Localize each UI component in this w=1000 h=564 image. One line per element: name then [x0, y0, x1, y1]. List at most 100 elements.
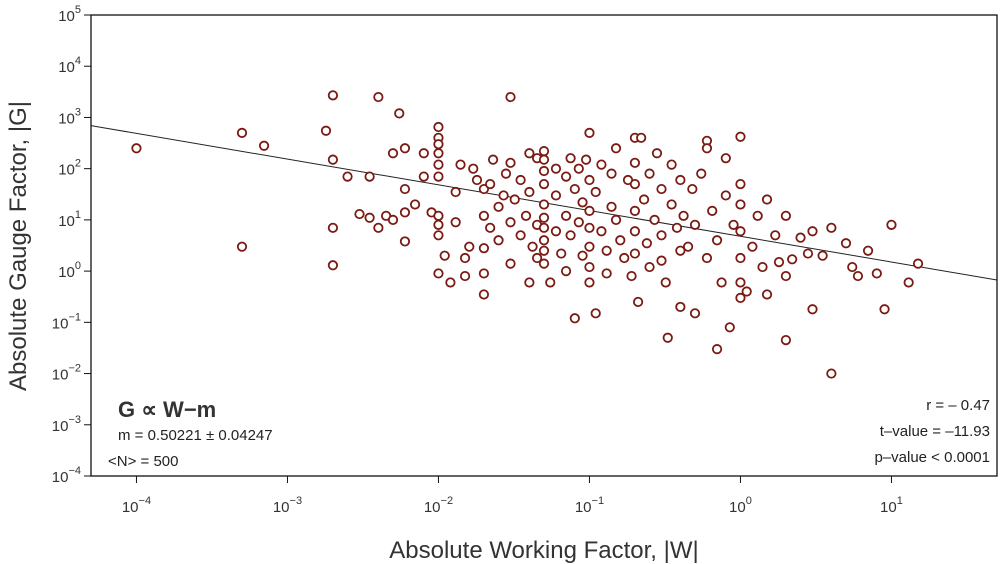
data-point: [675, 174, 686, 186]
y-tick-label: 102: [58, 158, 81, 179]
data-point: [538, 154, 550, 165]
data-point: [433, 121, 444, 133]
data-point: [584, 205, 595, 216]
data-point: [787, 254, 798, 265]
data-point: [342, 171, 353, 182]
data-point: [498, 190, 509, 201]
data-point: [387, 148, 399, 159]
data-point: [409, 199, 421, 210]
data-point: [584, 241, 595, 252]
data-point: [675, 245, 686, 256]
data-point: [433, 230, 444, 241]
data-point: [826, 368, 837, 379]
data-point: [493, 201, 504, 212]
y-tick-label: 10−4: [52, 465, 81, 486]
data-point: [327, 154, 339, 165]
data-point: [560, 171, 572, 182]
data-point: [433, 268, 444, 279]
data-point: [450, 186, 461, 198]
data-point: [354, 208, 365, 220]
data-point: [373, 222, 384, 233]
data-point: [236, 127, 248, 138]
data-point: [500, 168, 512, 179]
data-point: [538, 235, 550, 246]
data-point: [364, 212, 375, 223]
data-point: [515, 230, 526, 241]
y-tick-label: 105: [58, 4, 81, 25]
x-tick-label: 10−2: [424, 495, 453, 516]
data-point: [487, 154, 499, 165]
x-axis-title: Absolute Working Factor, |W|: [389, 537, 698, 564]
data-point: [689, 219, 701, 230]
data-point: [505, 157, 516, 168]
data-point: [615, 235, 626, 246]
data-point: [780, 270, 792, 282]
m-value-annotation: m = 0.50221 ± 0.04247: [118, 427, 273, 444]
data-point: [720, 153, 731, 164]
data-point: [560, 210, 572, 221]
data-point: [780, 334, 792, 346]
data-point: [606, 201, 617, 212]
data-point: [689, 308, 701, 319]
data-point: [509, 194, 520, 205]
data-point: [505, 258, 516, 269]
data-point: [327, 260, 339, 271]
data-point: [433, 139, 444, 150]
data-point: [675, 301, 686, 313]
data-point: [538, 245, 550, 256]
data-point: [735, 292, 746, 303]
data-point: [433, 219, 444, 230]
data-point: [871, 268, 882, 279]
data-point: [433, 171, 444, 182]
data-point: [701, 252, 713, 264]
data-point: [459, 270, 471, 282]
data-point: [520, 210, 532, 221]
data-point: [320, 125, 332, 136]
data-point: [807, 226, 818, 237]
data-point: [505, 91, 516, 103]
data-point: [590, 308, 601, 319]
data-point: [439, 250, 450, 261]
data-point: [795, 232, 806, 243]
data-point: [433, 159, 444, 170]
data-point: [761, 289, 773, 300]
t-value-annotation: t–value = –11.93: [880, 423, 990, 440]
data-point: [538, 258, 550, 269]
data-point: [773, 256, 785, 268]
data-point: [741, 286, 752, 297]
data-point: [394, 108, 405, 119]
data-point: [656, 230, 667, 241]
data-point: [720, 190, 731, 201]
data-point: [399, 183, 411, 195]
x-tick-label: 100: [729, 495, 752, 516]
data-point: [735, 252, 746, 264]
data-point: [445, 277, 456, 288]
data-point: [826, 222, 837, 233]
data-point: [580, 154, 592, 165]
data-point: [131, 143, 142, 154]
data-point: [464, 241, 475, 252]
data-point: [596, 226, 607, 237]
data-point: [780, 210, 792, 221]
data-point: [735, 131, 746, 142]
data-point: [629, 157, 641, 168]
data-point: [626, 270, 637, 282]
data-point: [629, 205, 641, 216]
data-point: [584, 127, 595, 138]
data-point: [527, 241, 538, 252]
data-point: [610, 143, 622, 154]
data-point: [671, 222, 683, 233]
data-point: [886, 219, 897, 230]
data-point: [716, 277, 727, 288]
data-point: [656, 255, 667, 266]
data-point: [802, 248, 814, 259]
data-point: [644, 261, 655, 273]
data-point: [644, 168, 655, 179]
n-value-annotation: <N> = 500: [108, 453, 178, 470]
data-point: [735, 226, 746, 237]
data-point: [471, 174, 483, 186]
data-point: [735, 178, 746, 190]
data-point: [879, 304, 890, 315]
data-point: [327, 222, 339, 233]
data-point: [485, 178, 496, 190]
